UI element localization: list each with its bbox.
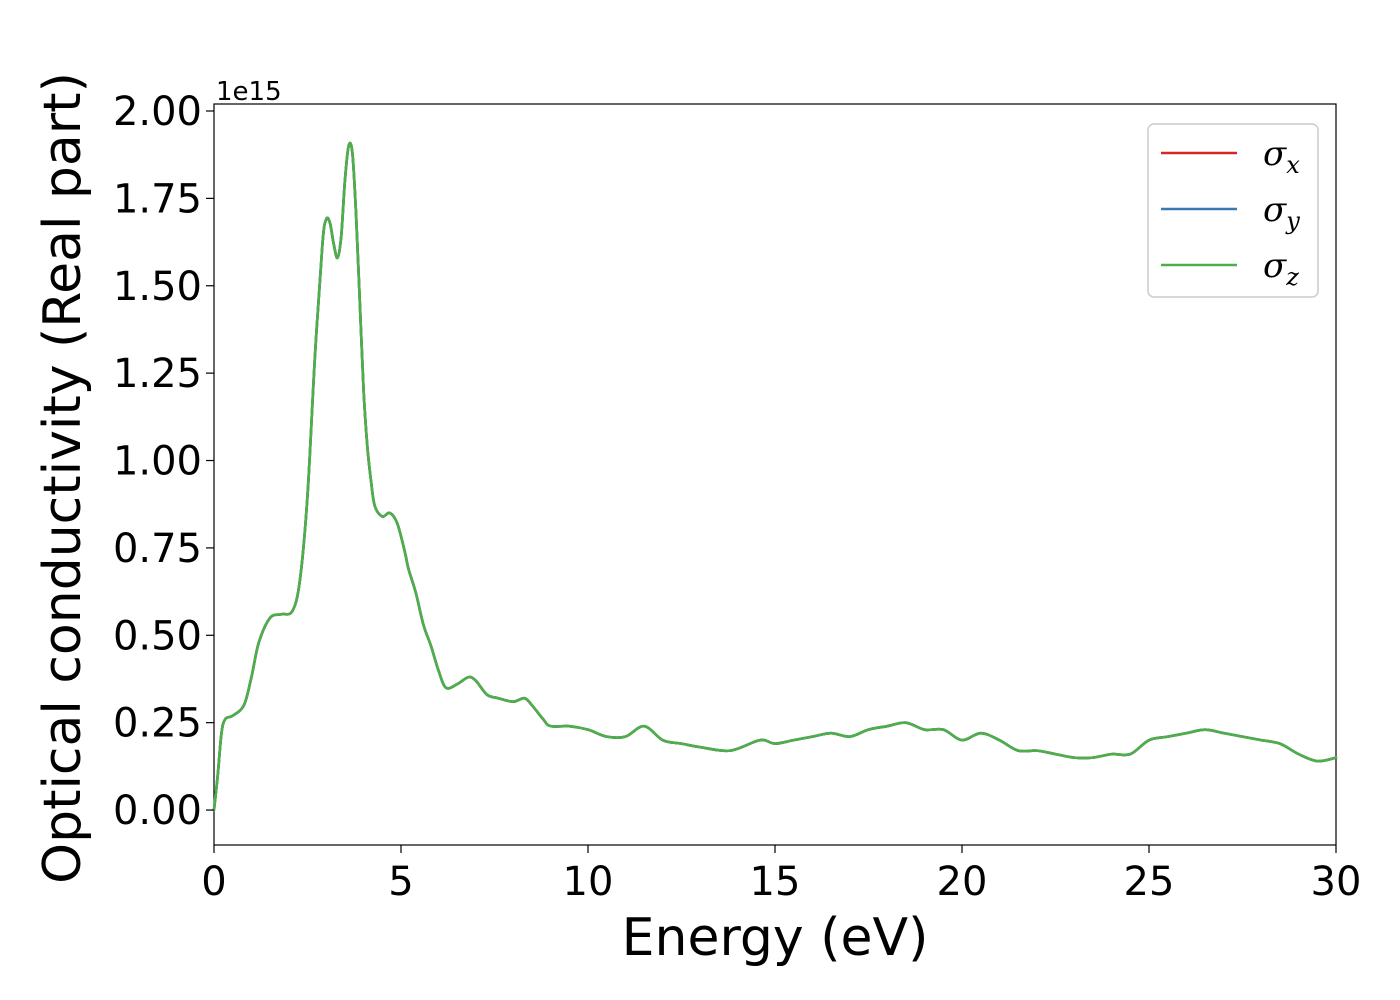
legend-label-symbol: σ (1263, 134, 1287, 174)
y-tick-label: 1.25 (113, 351, 202, 397)
series-layer (212, 141, 1338, 812)
legend-label-symbol: σ (1263, 190, 1287, 230)
x-tick-label: 0 (201, 859, 226, 905)
y-axis-label: Optical conductivity (Real part) (33, 72, 93, 884)
x-tick-label: 20 (937, 859, 988, 905)
y-tick-label: 0.50 (113, 613, 202, 659)
legend-frame (1147, 123, 1319, 298)
y-tick-label: 2.00 (113, 89, 202, 135)
y-axis-ticks: 0.00 0.25 0.50 0.75 1.00 1.25 1.50 1.75 2.00 (113, 89, 214, 834)
y-tick-label: 0.00 (113, 788, 202, 834)
y-tick-label: 1.00 (113, 439, 202, 485)
legend-label-subscript: z (1285, 263, 1299, 291)
legend-label-z: σz (1263, 246, 1299, 291)
x-axis-ticks: 0 5 10 15 20 25 30 (201, 845, 1361, 905)
y-tick-label: 1.75 (113, 176, 202, 222)
legend-label-subscript: y (1285, 207, 1300, 235)
x-tick-label: 5 (388, 859, 413, 905)
y-tick-label: 1.50 (113, 264, 202, 310)
x-tick-label: 10 (563, 859, 614, 905)
y-tick-label: 0.25 (113, 701, 202, 747)
series-line-z (212, 141, 1338, 812)
y-offset-label: 1e15 (216, 77, 282, 107)
y-tick-label: 0.75 (113, 526, 202, 572)
legend-label-y: σy (1263, 190, 1300, 235)
legend-label-subscript: x (1286, 151, 1300, 179)
x-tick-label: 25 (1124, 859, 1175, 905)
x-axis-label: Energy (eV) (622, 908, 929, 968)
x-tick-label: 15 (750, 859, 801, 905)
legend-label-symbol: σ (1263, 246, 1287, 286)
legend-label-x: σx (1263, 134, 1300, 179)
x-tick-label: 30 (1311, 859, 1362, 905)
